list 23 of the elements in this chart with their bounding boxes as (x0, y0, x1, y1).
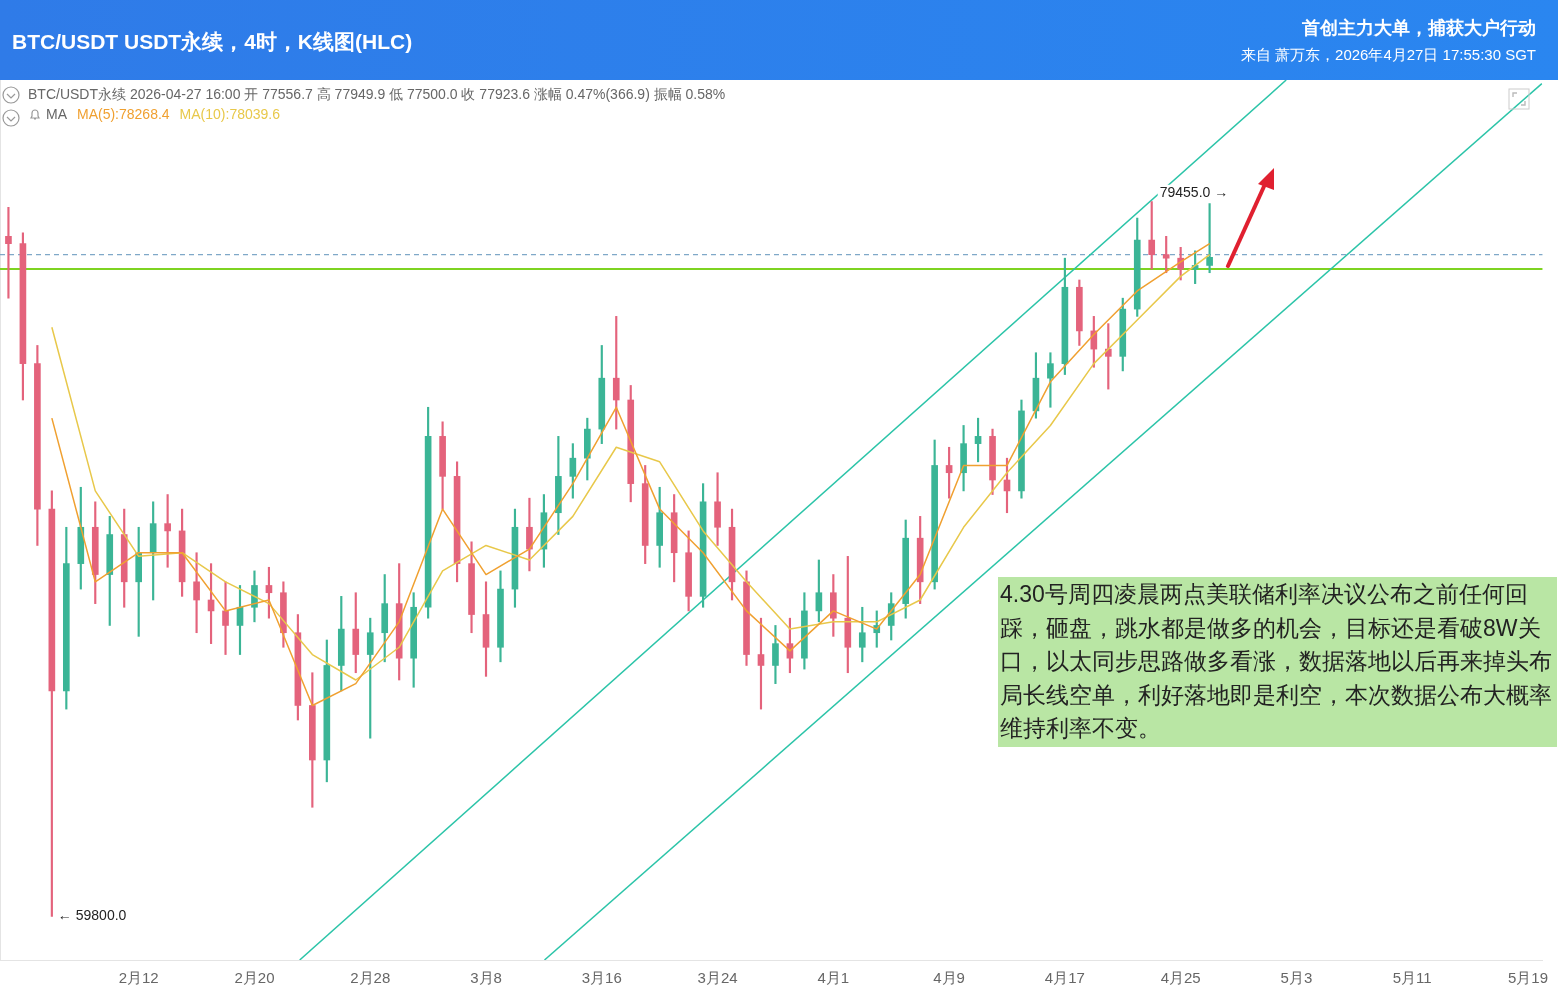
text: MA(5):78268.4 (77, 106, 170, 122)
x-tick-label: 3月16 (581, 969, 622, 987)
x-tick-label: 5月11 (1392, 969, 1432, 987)
x-tick-label: 3月8 (470, 969, 502, 987)
annotation: ← 59800.0 (57, 907, 127, 924)
x-tick-label: 2月20 (234, 969, 275, 987)
x-tick-label: 3月24 (697, 969, 738, 987)
x-tick-label: 4月17 (1044, 969, 1085, 987)
x-tick-label: 5月3 (1280, 969, 1313, 987)
x-tick-label: 2月12 (118, 969, 159, 987)
legend-title: MA (46, 106, 67, 122)
text: 来自 萧万东，2026年4月27日 17:55:30 SGT (1240, 46, 1536, 65)
chart-subtitle: 首创主力大单，捕获大户行动 (1302, 17, 1536, 40)
text: MA(10):78039.6 (179, 106, 281, 122)
x-tick-label: 2月28 (350, 969, 391, 987)
x-tick-label: 4月9 (933, 969, 965, 987)
annotation: BTC/USDT永续 2026-04-27 16:00 开 77556.7 高 77949.9 低 77500.0 收 77923.6 涨幅 0.47%(366.9) 振幅 0.58% (28, 86, 726, 104)
x-tick-label: 4月1 (817, 969, 850, 987)
x-tick-label: 5月19 (1507, 969, 1548, 987)
annotation: 4.30号周四凌晨两点美联储利率决议公布之前任何回踩，砸盘，跳水都是做多的机会，目标还是看破8W关口，以太同步思路做多看涨，数据落地以后再来掉头布局长线空单，利好落地即是利空，本次数据公布大概率维持利率不变。 (998, 577, 1557, 747)
annotation: 79455.0 → (1159, 184, 1229, 201)
chart-title: BTC/USDT USDT永续，4时，K线图(HLC) (12, 29, 413, 55)
x-tick-label: 4月25 (1160, 969, 1201, 987)
